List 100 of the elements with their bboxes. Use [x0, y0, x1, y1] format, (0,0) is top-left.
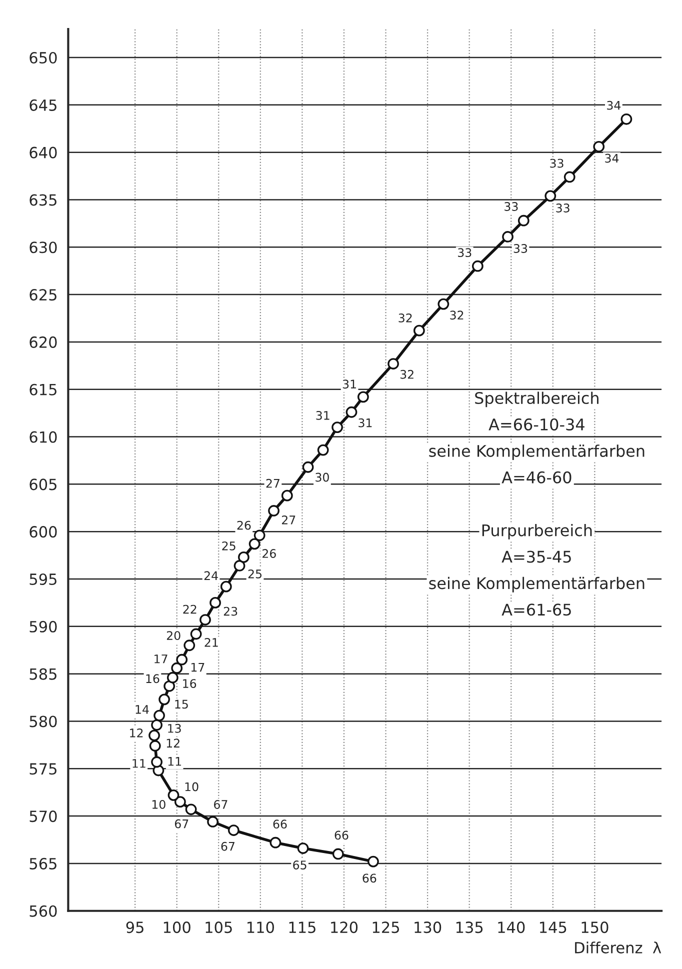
- annotation: 21: [204, 638, 218, 647]
- y-tick-label: 585: [30, 668, 56, 680]
- x-tick-label: 100: [164, 922, 190, 934]
- x-tick-label: 145: [540, 922, 566, 934]
- annotation: A=66-10-34: [488, 418, 584, 431]
- y-tick-label: 625: [30, 289, 56, 301]
- annotation: 66: [273, 820, 287, 829]
- annotation: 13: [168, 724, 181, 733]
- x-axis-title: Differenz λ: [575, 942, 662, 954]
- annotation: 30: [316, 472, 329, 482]
- annotation: 10: [152, 800, 166, 809]
- y-tick-label: 605: [30, 478, 56, 490]
- y-tick-label: 580: [30, 716, 57, 728]
- y-tick-label: 590: [30, 620, 57, 632]
- point: [151, 719, 162, 731]
- annotation: 67: [174, 819, 188, 828]
- point: [207, 816, 218, 828]
- y-tick-label: 615: [30, 384, 56, 396]
- point: [148, 730, 160, 742]
- annotation: 16: [146, 674, 160, 684]
- point: [168, 789, 180, 801]
- annotation: 22: [183, 604, 196, 614]
- annotation: 12: [166, 738, 180, 748]
- x-tick-label: 140: [498, 922, 525, 934]
- annotation: 31: [358, 418, 372, 428]
- y-tick-label: 570: [30, 810, 57, 822]
- annotation: 34: [605, 154, 619, 163]
- annotation: 10: [185, 782, 198, 792]
- annotation: 33: [458, 248, 472, 258]
- x-tick-label: 110: [248, 922, 274, 934]
- x-tick-label: 105: [206, 922, 232, 934]
- point: [593, 140, 605, 152]
- x-tick-label: 135: [456, 922, 483, 934]
- annotation: 27: [266, 478, 280, 488]
- point: [154, 710, 165, 722]
- point: [270, 836, 282, 848]
- point: [302, 461, 314, 473]
- x-tick-label: 95: [126, 922, 144, 934]
- annotation: 25: [222, 541, 236, 550]
- point: [317, 444, 329, 456]
- point: [228, 824, 240, 836]
- x-tick-label: 115: [289, 922, 316, 934]
- point: [184, 640, 196, 652]
- annotation: 17: [154, 654, 168, 664]
- annotation: 66: [334, 830, 348, 840]
- point: [174, 796, 186, 808]
- annotation: Spektralbereich: [475, 392, 598, 408]
- annotation: 32: [398, 313, 412, 322]
- point: [518, 214, 530, 226]
- annotation: 33: [504, 202, 518, 211]
- annotation: 11: [168, 757, 181, 766]
- annotation: 65: [293, 860, 306, 870]
- annotation: 15: [175, 700, 188, 709]
- annotation: 67: [214, 800, 228, 809]
- y-tick-label: 565: [30, 858, 56, 870]
- annotation: 67: [221, 842, 234, 851]
- annotation: 16: [183, 679, 196, 688]
- annotation: 23: [224, 606, 238, 616]
- point: [220, 580, 232, 592]
- annotation: seine Komplementärfarben: [429, 576, 644, 592]
- annotation: 33: [550, 158, 564, 168]
- point: [368, 856, 379, 868]
- point: [185, 804, 197, 816]
- y-tick-label: 620: [30, 336, 57, 348]
- point: [346, 406, 358, 418]
- point: [620, 113, 632, 125]
- point: [544, 190, 556, 202]
- annotation: 17: [191, 662, 204, 672]
- point: [281, 490, 293, 502]
- y-tick-label: 630: [30, 242, 57, 254]
- point: [248, 538, 260, 550]
- point: [158, 694, 170, 706]
- annotation: 32: [400, 370, 414, 379]
- x-tick-label: 125: [372, 922, 400, 934]
- point: [149, 740, 161, 752]
- x-tick-label: 130: [414, 922, 442, 934]
- point: [190, 628, 202, 640]
- point: [200, 614, 211, 626]
- point: [254, 530, 266, 542]
- y-tick-label: 635: [30, 194, 56, 206]
- point: [388, 358, 399, 370]
- point: [166, 672, 178, 684]
- annotation: 27: [282, 516, 296, 524]
- annotation: 25: [248, 569, 262, 578]
- point: [413, 324, 425, 336]
- y-tick-label: 645: [30, 99, 56, 111]
- point: [438, 298, 450, 310]
- annotation: 34: [607, 100, 621, 110]
- point: [176, 654, 188, 666]
- y-tick-label: 650: [30, 52, 57, 64]
- annotation: 12: [130, 728, 143, 738]
- annotation: 20: [166, 631, 180, 640]
- point: [332, 422, 343, 433]
- annotation: 14: [136, 705, 149, 714]
- annotation: 24: [204, 571, 218, 580]
- point: [332, 848, 344, 860]
- point: [472, 260, 484, 272]
- point: [164, 680, 176, 692]
- y-tick-label: 595: [30, 573, 56, 586]
- annotation: Purpurbereich: [482, 524, 592, 540]
